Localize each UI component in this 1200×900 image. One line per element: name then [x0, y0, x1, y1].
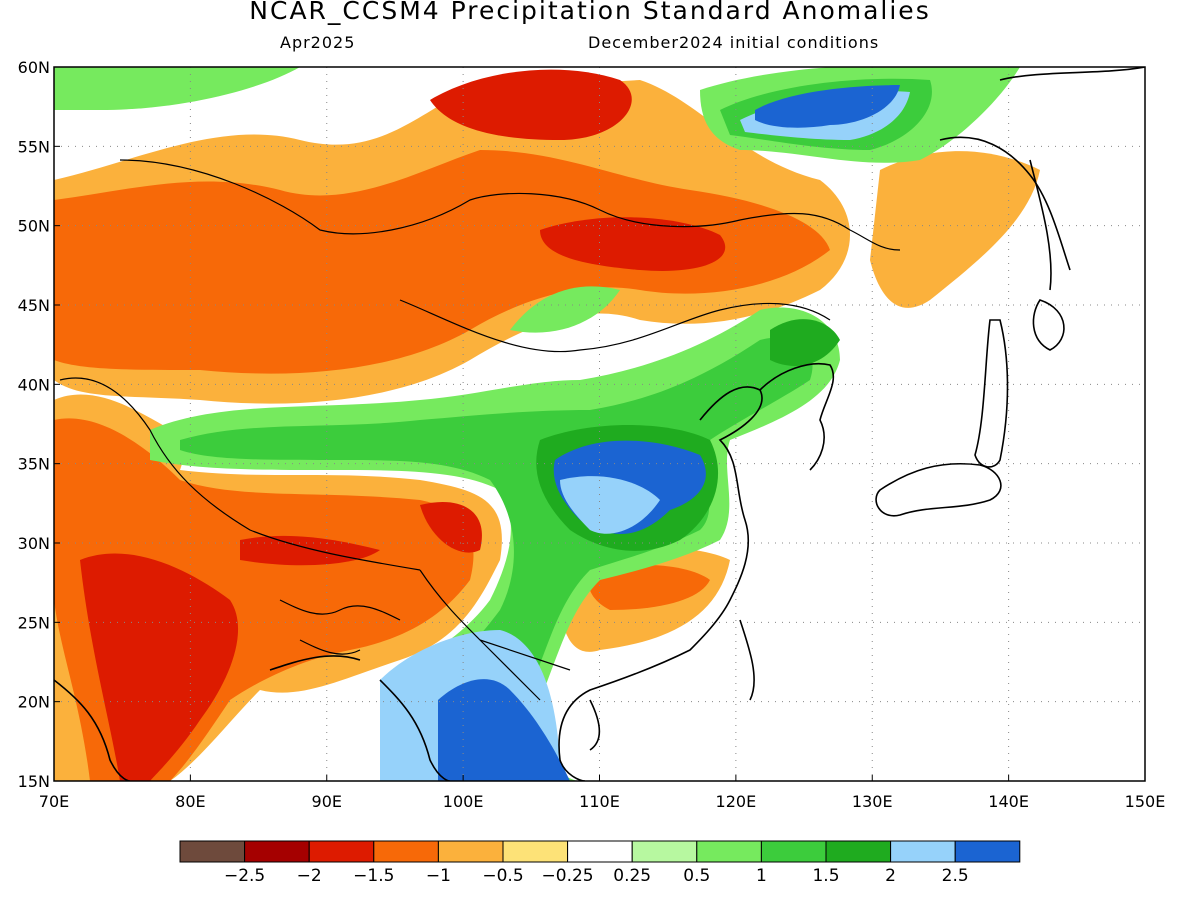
lon-tick-label: 100E — [443, 792, 484, 811]
lat-tick-label: 35N — [18, 455, 50, 474]
longitude-axis: 70E 80E 90E 100E 110E 120E 130E 140E 150E — [39, 775, 1166, 811]
init-conditions-label: December2024 initial conditions — [588, 33, 880, 52]
lat-tick-label: 40N — [18, 375, 50, 394]
lon-tick-label: 140E — [988, 792, 1029, 811]
latitude-axis: 15N 20N 25N 30N 35N 40N 45N 50N 55N 60N — [18, 58, 60, 791]
colorbar-swatch — [631, 840, 698, 863]
lon-tick-label: 90E — [312, 792, 342, 811]
colorbar-swatch — [502, 840, 569, 863]
colorbar-swatch — [179, 840, 246, 863]
colorbar-label: −0.25 — [542, 866, 594, 886]
colorbar-label: −2 — [297, 866, 322, 886]
country-borders — [59, 159, 901, 701]
lon-tick-label: 110E — [579, 792, 620, 811]
colorbar-swatch — [308, 840, 375, 863]
colorbar-label: −0.5 — [482, 866, 523, 886]
colorbar-swatch — [696, 840, 762, 863]
chart-title: NCAR_CCSM4 Precipitation Standard Anomal… — [249, 0, 931, 25]
lon-tick-label: 80E — [175, 792, 205, 811]
lat-tick-label: 55N — [18, 137, 50, 156]
colorbar-label: −1.5 — [353, 866, 394, 886]
colorbar-label: −2.5 — [224, 866, 265, 886]
colorbar-label: −1 — [426, 866, 451, 886]
lat-tick-label: 15N — [18, 772, 50, 791]
lat-tick-label: 50N — [18, 217, 50, 236]
lon-tick-label: 130E — [852, 792, 893, 811]
colorbar-swatch — [373, 840, 439, 863]
lat-tick-label: 60N — [18, 58, 50, 77]
colorbar-label: 0.25 — [613, 866, 651, 886]
colorbar-label: 0.5 — [683, 866, 710, 886]
colorbar-swatch — [760, 840, 827, 863]
colorbar-swatch — [890, 840, 956, 863]
lon-tick-label: 120E — [716, 792, 757, 811]
lon-tick-label: 150E — [1125, 792, 1166, 811]
colorbar-swatch — [825, 840, 892, 863]
colorbar-label: 1.5 — [812, 866, 839, 886]
lat-tick-label: 20N — [18, 693, 50, 712]
coastlines — [54, 67, 1145, 781]
colorbar-swatch — [954, 840, 1021, 863]
colorbar-label: 2.5 — [942, 866, 969, 886]
colorbar-swatch — [567, 840, 633, 863]
lon-tick-label: 70E — [39, 792, 69, 811]
lat-tick-label: 25N — [18, 613, 50, 632]
colorbar-swatch — [437, 840, 504, 863]
lat-tick-label: 30N — [18, 534, 50, 553]
valid-month-label: Apr2025 — [280, 33, 356, 52]
lat-tick-label: 45N — [18, 296, 50, 315]
colorbar-label: 1 — [756, 866, 767, 886]
colorbar-label: 2 — [885, 866, 896, 886]
anomaly-field — [54, 67, 1145, 781]
colorbar: −2.5 −2 −1.5 −1 −0.5 −0.25 0.25 0.5 1 1.5 2 2.5 — [179, 840, 1021, 886]
colorbar-swatch — [244, 840, 310, 863]
